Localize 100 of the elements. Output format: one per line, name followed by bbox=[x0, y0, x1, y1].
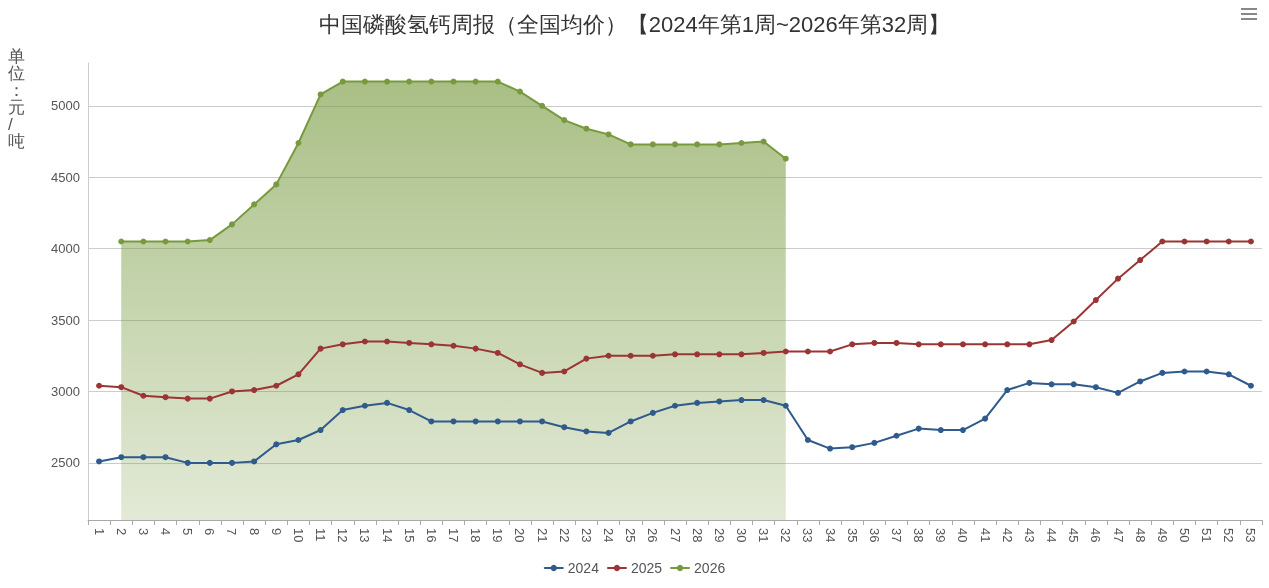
x-tick-label: 38 bbox=[911, 528, 927, 543]
x-tick-label: 22 bbox=[556, 528, 572, 543]
x-tick-label: 46 bbox=[1088, 528, 1104, 543]
x-tick-label: 31 bbox=[756, 528, 772, 543]
point bbox=[1225, 238, 1232, 245]
point bbox=[516, 418, 523, 425]
x-tick-label: 20 bbox=[512, 528, 528, 543]
x-tick-label: 39 bbox=[933, 528, 949, 543]
point bbox=[472, 418, 479, 425]
point bbox=[1181, 368, 1188, 375]
x-tick-label: 25 bbox=[623, 528, 639, 543]
point bbox=[1026, 341, 1033, 348]
point bbox=[251, 458, 258, 465]
x-tick-label: 35 bbox=[844, 528, 860, 543]
x-tick-label: 6 bbox=[202, 528, 218, 536]
x-tick-label: 14 bbox=[379, 528, 395, 543]
point bbox=[760, 397, 767, 404]
x-tick-label: 1 bbox=[91, 528, 107, 536]
x-tick-label: 45 bbox=[1066, 528, 1082, 543]
point bbox=[804, 348, 811, 355]
point bbox=[317, 345, 324, 352]
point bbox=[561, 117, 568, 124]
x-tick-label: 3 bbox=[135, 528, 151, 536]
point bbox=[1137, 378, 1144, 385]
x-tick-label: 9 bbox=[268, 528, 284, 536]
x-tick-label: 29 bbox=[711, 528, 727, 543]
point bbox=[162, 454, 169, 461]
point bbox=[827, 348, 834, 355]
point bbox=[672, 402, 678, 409]
y-tick-label: 2500 bbox=[51, 455, 80, 471]
point bbox=[1092, 384, 1099, 391]
point bbox=[450, 418, 457, 425]
point bbox=[361, 338, 368, 345]
point bbox=[804, 437, 811, 444]
point bbox=[849, 341, 856, 348]
point bbox=[1026, 379, 1033, 386]
point bbox=[118, 238, 125, 245]
x-tick-label: 53 bbox=[1243, 528, 1259, 543]
point bbox=[561, 424, 568, 431]
y-axis-title: 单位：元/吨 bbox=[8, 47, 25, 151]
y-tick-label: 4500 bbox=[51, 169, 80, 185]
x-tick-label: 52 bbox=[1221, 528, 1237, 543]
point bbox=[605, 131, 612, 138]
point bbox=[206, 395, 213, 402]
point bbox=[694, 141, 701, 148]
x-tick-label: 12 bbox=[335, 528, 351, 543]
point bbox=[1070, 381, 1077, 388]
point bbox=[893, 339, 900, 346]
x-tick-label: 33 bbox=[800, 528, 816, 543]
x-tick-label: 13 bbox=[357, 528, 373, 543]
legend-label: 2026 bbox=[694, 560, 726, 576]
point bbox=[317, 91, 324, 98]
point bbox=[1203, 238, 1210, 245]
x-tick-label: 36 bbox=[866, 528, 882, 543]
x-tick-label: 7 bbox=[224, 528, 240, 536]
point bbox=[228, 388, 235, 395]
x-tick-label: 37 bbox=[889, 528, 905, 543]
point bbox=[206, 459, 213, 466]
point bbox=[162, 394, 169, 401]
point bbox=[1004, 387, 1011, 394]
point bbox=[1137, 257, 1144, 264]
point bbox=[849, 444, 856, 451]
point bbox=[228, 221, 235, 228]
point bbox=[361, 402, 368, 409]
point bbox=[1247, 238, 1254, 245]
point bbox=[716, 141, 723, 148]
point bbox=[384, 338, 391, 345]
x-tick-label: 4 bbox=[158, 528, 174, 536]
point bbox=[782, 402, 789, 409]
x-tick-label: 15 bbox=[401, 528, 417, 543]
point bbox=[339, 78, 346, 85]
point bbox=[937, 427, 944, 434]
point bbox=[1092, 297, 1099, 304]
point bbox=[1225, 371, 1232, 378]
x-tick-label: 11 bbox=[313, 528, 329, 542]
x-tick-label: 27 bbox=[667, 528, 683, 543]
point bbox=[1247, 382, 1254, 389]
point bbox=[672, 351, 678, 358]
point bbox=[361, 78, 368, 85]
point bbox=[273, 181, 280, 188]
point bbox=[118, 454, 125, 461]
x-tick-label: 19 bbox=[490, 528, 506, 543]
point bbox=[539, 418, 546, 425]
point bbox=[738, 351, 745, 358]
point bbox=[738, 139, 745, 146]
point bbox=[937, 341, 944, 348]
x-tick-label: 21 bbox=[534, 528, 550, 543]
point bbox=[184, 395, 191, 402]
point bbox=[1181, 238, 1188, 245]
point bbox=[273, 382, 280, 389]
point bbox=[694, 351, 701, 358]
point bbox=[428, 78, 435, 85]
point bbox=[406, 407, 413, 414]
point bbox=[317, 427, 324, 434]
y-tick-label: 3500 bbox=[51, 312, 80, 328]
point bbox=[1048, 337, 1055, 344]
point bbox=[760, 349, 767, 356]
x-tick-label: 32 bbox=[778, 528, 794, 543]
legend-label: 2024 bbox=[567, 560, 600, 576]
point bbox=[982, 415, 989, 422]
